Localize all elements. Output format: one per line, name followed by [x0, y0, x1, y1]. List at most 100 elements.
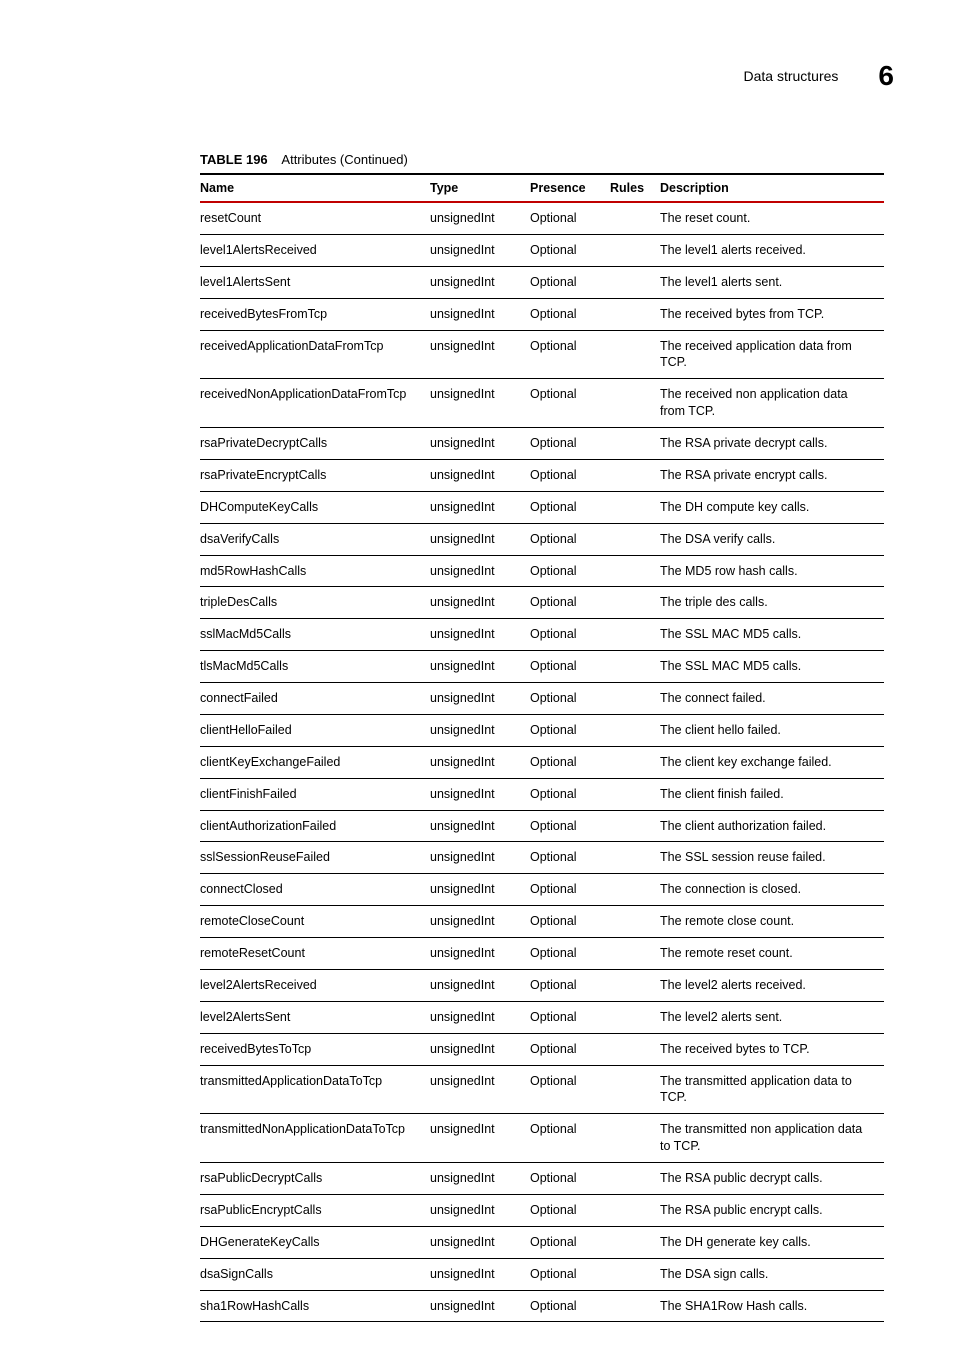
table-row: sslSessionReuseFailedunsignedIntOptional…: [200, 842, 884, 874]
cell-name: level2AlertsSent: [200, 1001, 430, 1033]
cell-rules: [610, 714, 660, 746]
cell-type: unsignedInt: [430, 746, 530, 778]
table-row: rsaPrivateEncryptCallsunsignedIntOptiona…: [200, 459, 884, 491]
cell-presence: Optional: [530, 1065, 610, 1114]
cell-presence: Optional: [530, 778, 610, 810]
cell-description: The remote close count.: [660, 906, 884, 938]
cell-description: The remote reset count.: [660, 938, 884, 970]
attributes-table: Name Type Presence Rules Description res…: [200, 173, 884, 1322]
table-row: sha1RowHashCallsunsignedIntOptionalThe S…: [200, 1290, 884, 1322]
table-row: connectFailedunsignedIntOptionalThe conn…: [200, 683, 884, 715]
table-row: receivedNonApplicationDataFromTcpunsigne…: [200, 379, 884, 428]
cell-name: clientKeyExchangeFailed: [200, 746, 430, 778]
cell-presence: Optional: [530, 683, 610, 715]
cell-rules: [610, 1258, 660, 1290]
col-presence: Presence: [530, 174, 610, 202]
table-header-row: Name Type Presence Rules Description: [200, 174, 884, 202]
cell-rules: [610, 1114, 660, 1163]
table-row: transmittedApplicationDataToTcpunsignedI…: [200, 1065, 884, 1114]
cell-name: sha1RowHashCalls: [200, 1290, 430, 1322]
cell-rules: [610, 459, 660, 491]
cell-name: receivedApplicationDataFromTcp: [200, 330, 430, 379]
cell-description: The DH compute key calls.: [660, 491, 884, 523]
cell-type: unsignedInt: [430, 906, 530, 938]
cell-rules: [610, 969, 660, 1001]
cell-description: The transmitted non application data to …: [660, 1114, 884, 1163]
cell-description: The DSA sign calls.: [660, 1258, 884, 1290]
cell-name: dsaVerifyCalls: [200, 523, 430, 555]
cell-rules: [610, 1163, 660, 1195]
cell-name: remoteResetCount: [200, 938, 430, 970]
cell-type: unsignedInt: [430, 1001, 530, 1033]
cell-type: unsignedInt: [430, 298, 530, 330]
cell-type: unsignedInt: [430, 202, 530, 234]
cell-presence: Optional: [530, 842, 610, 874]
cell-name: DHGenerateKeyCalls: [200, 1226, 430, 1258]
cell-rules: [610, 266, 660, 298]
cell-presence: Optional: [530, 202, 610, 234]
cell-description: The DSA verify calls.: [660, 523, 884, 555]
cell-type: unsignedInt: [430, 683, 530, 715]
cell-presence: Optional: [530, 619, 610, 651]
cell-description: The level1 alerts received.: [660, 234, 884, 266]
cell-presence: Optional: [530, 330, 610, 379]
cell-description: The SSL session reuse failed.: [660, 842, 884, 874]
cell-rules: [610, 683, 660, 715]
table-row: DHComputeKeyCallsunsignedIntOptionalThe …: [200, 491, 884, 523]
page-header: Data structures 6: [50, 60, 904, 92]
table-row: level1AlertsReceivedunsignedIntOptionalT…: [200, 234, 884, 266]
cell-description: The received bytes from TCP.: [660, 298, 884, 330]
cell-description: The RSA private encrypt calls.: [660, 459, 884, 491]
cell-name: clientAuthorizationFailed: [200, 810, 430, 842]
table-row: rsaPublicEncryptCallsunsignedIntOptional…: [200, 1194, 884, 1226]
cell-description: The level1 alerts sent.: [660, 266, 884, 298]
cell-type: unsignedInt: [430, 1258, 530, 1290]
cell-description: The reset count.: [660, 202, 884, 234]
cell-presence: Optional: [530, 1226, 610, 1258]
cell-type: unsignedInt: [430, 714, 530, 746]
cell-type: unsignedInt: [430, 842, 530, 874]
cell-presence: Optional: [530, 1163, 610, 1195]
table-row: clientHelloFailedunsignedIntOptionalThe …: [200, 714, 884, 746]
cell-type: unsignedInt: [430, 619, 530, 651]
table-row: tlsMacMd5CallsunsignedIntOptionalThe SSL…: [200, 651, 884, 683]
cell-description: The level2 alerts received.: [660, 969, 884, 1001]
cell-presence: Optional: [530, 555, 610, 587]
cell-rules: [610, 298, 660, 330]
cell-type: unsignedInt: [430, 969, 530, 1001]
table-row: receivedApplicationDataFromTcpunsignedIn…: [200, 330, 884, 379]
cell-type: unsignedInt: [430, 587, 530, 619]
section-title: Data structures: [743, 68, 838, 84]
cell-name: connectClosed: [200, 874, 430, 906]
cell-type: unsignedInt: [430, 1163, 530, 1195]
table-wrap: TABLE 196 Attributes (Continued) Name Ty…: [200, 152, 884, 1322]
cell-description: The connect failed.: [660, 683, 884, 715]
cell-type: unsignedInt: [430, 234, 530, 266]
cell-name: transmittedNonApplicationDataToTcp: [200, 1114, 430, 1163]
cell-rules: [610, 810, 660, 842]
cell-description: The SSL MAC MD5 calls.: [660, 619, 884, 651]
col-name: Name: [200, 174, 430, 202]
cell-rules: [610, 379, 660, 428]
cell-name: dsaSignCalls: [200, 1258, 430, 1290]
cell-type: unsignedInt: [430, 1194, 530, 1226]
cell-description: The client authorization failed.: [660, 810, 884, 842]
cell-name: remoteCloseCount: [200, 906, 430, 938]
cell-name: rsaPrivateDecryptCalls: [200, 428, 430, 460]
cell-rules: [610, 874, 660, 906]
cell-rules: [610, 842, 660, 874]
cell-rules: [610, 202, 660, 234]
cell-name: level1AlertsReceived: [200, 234, 430, 266]
cell-type: unsignedInt: [430, 874, 530, 906]
cell-rules: [610, 234, 660, 266]
cell-description: The RSA public decrypt calls.: [660, 1163, 884, 1195]
cell-name: rsaPublicEncryptCalls: [200, 1194, 430, 1226]
table-row: transmittedNonApplicationDataToTcpunsign…: [200, 1114, 884, 1163]
cell-name: transmittedApplicationDataToTcp: [200, 1065, 430, 1114]
cell-name: receivedBytesFromTcp: [200, 298, 430, 330]
cell-name: rsaPublicDecryptCalls: [200, 1163, 430, 1195]
cell-presence: Optional: [530, 428, 610, 460]
cell-name: clientFinishFailed: [200, 778, 430, 810]
cell-description: The received non application data from T…: [660, 379, 884, 428]
cell-presence: Optional: [530, 1194, 610, 1226]
